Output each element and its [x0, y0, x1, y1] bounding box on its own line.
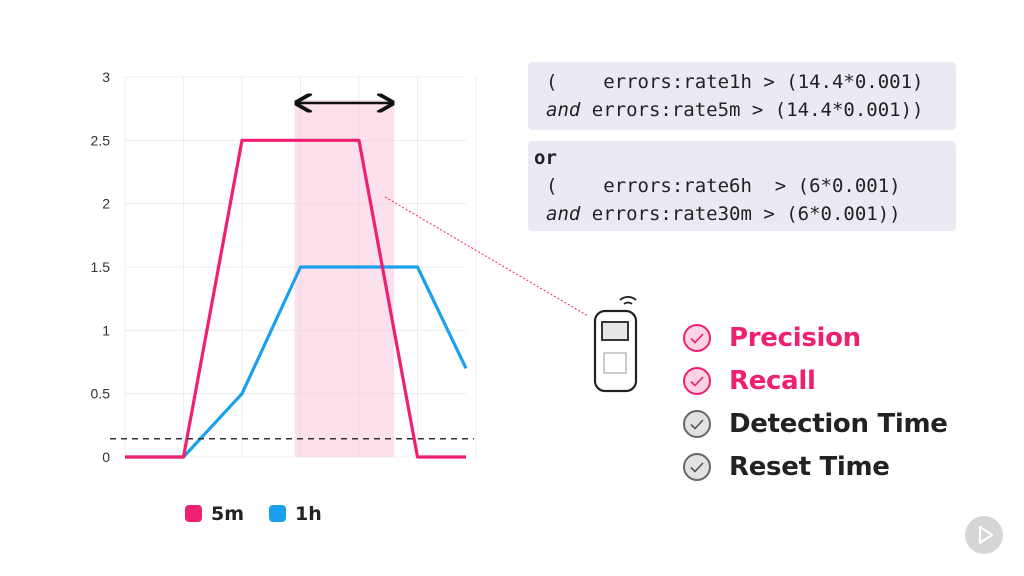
criteria-item-recall: Recall [682, 359, 948, 402]
y-tick-label: 3 [102, 69, 110, 85]
check-circle-icon [683, 409, 711, 438]
y-tick-label: 1.5 [91, 259, 111, 275]
series-line-5m [125, 138, 466, 459]
check-circle-icon [683, 323, 711, 352]
code-paren: ( [546, 71, 604, 93]
y-tick-labels: 0 0.5 1 1.5 2 2.5 3 [91, 69, 111, 465]
criteria-label: Recall [729, 365, 816, 396]
code-paren: ( [546, 175, 604, 197]
criteria-item-precision: Precision [682, 316, 948, 359]
criteria-item-reset-time: Reset Time [682, 445, 948, 488]
legend-label-1h: 1h [295, 503, 322, 525]
code-block-2: or ( errors:rate6h > (6*0.001) and error… [528, 141, 956, 231]
legend-swatch-1h [269, 505, 286, 522]
criteria-item-detection-time: Detection Time [682, 402, 948, 445]
code-expr-rate30m: errors:rate30m > (6*0.001)) [580, 203, 901, 225]
legend: 5m 1h [185, 503, 322, 525]
legend-swatch-5m [185, 505, 202, 522]
criteria-list: Precision Recall Detection Time Reset Ti… [682, 316, 948, 488]
series-layer [125, 138, 468, 459]
y-tick-label: 0.5 [91, 386, 111, 402]
code-and-keyword: and [546, 203, 581, 225]
code-expr-rate5m: errors:rate5m > (14.4*0.001)) [580, 99, 924, 121]
code-block-1: ( errors:rate1h > (14.4*0.001) and error… [528, 62, 956, 130]
y-tick-label: 2 [102, 196, 110, 212]
code-expr-rate1h: errors:rate1h > (14.4*0.001) [603, 71, 924, 93]
code-expr-rate6h: errors:rate6h > (6*0.001) [603, 175, 901, 197]
play-button[interactable] [965, 516, 1003, 554]
code-or-keyword: or [534, 147, 557, 169]
criteria-label: Reset Time [729, 451, 890, 482]
y-tick-label: 1 [102, 322, 110, 338]
code-and-keyword: and [546, 99, 581, 121]
pointer-line [384, 196, 589, 317]
check-circle-icon [683, 452, 711, 481]
legend-label-5m: 5m [211, 503, 244, 525]
y-tick-label: 0 [102, 449, 110, 465]
criteria-label: Precision [729, 322, 861, 353]
highlight-window [294, 100, 395, 457]
check-circle-icon [683, 366, 711, 395]
criteria-label: Detection Time [729, 408, 948, 439]
y-tick-label: 2.5 [91, 132, 111, 148]
pager-icon [593, 296, 638, 393]
play-icon [978, 525, 994, 545]
